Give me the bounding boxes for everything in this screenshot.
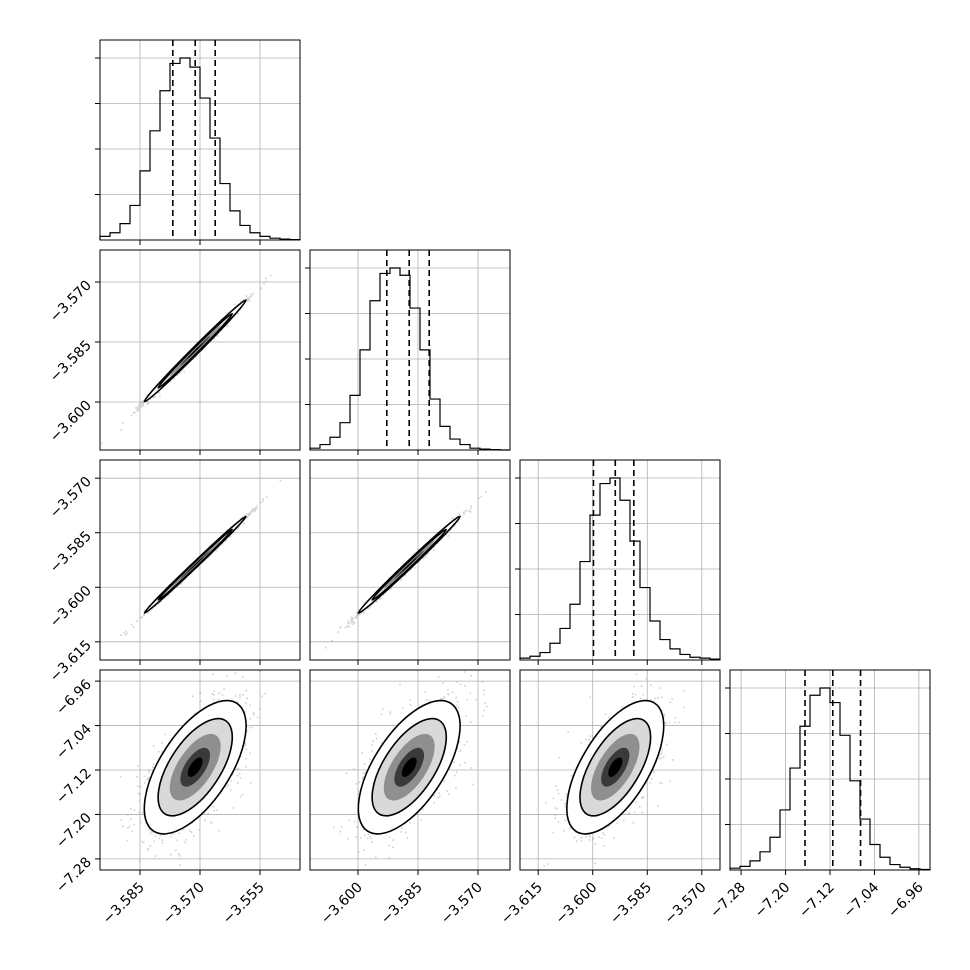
scatter-points (543, 673, 686, 867)
panel-frame (309, 459, 511, 661)
y-tick-label: −3.585 (47, 338, 95, 386)
hist-panel-0 (95, 39, 301, 245)
x-tick-label: −3.615 (498, 880, 546, 928)
x-tick-label: −3.600 (318, 880, 366, 928)
hist-panel-1 (305, 249, 511, 455)
density-contour-4 (187, 343, 203, 359)
y-tick-label: −3.570 (47, 278, 95, 326)
hist-panel-3: −7.28 −7.20 −7.12 −7.04 −6.96 (707, 669, 931, 922)
x-tick-label: −3.555 (220, 880, 268, 928)
x-tick-label: −7.28 (707, 880, 749, 922)
histogram-bars (99, 57, 301, 241)
scatter-panel-2-3: −3.615 −3.600 −3.585 −3.570 (498, 669, 721, 928)
scatter-panel-0-3: −6.96−7.04−7.12−7.20−7.28−3.585 −3.570 −3.… (53, 669, 301, 928)
y-tick-label: −7.12 (53, 766, 95, 808)
histogram-bars (519, 477, 721, 660)
y-tick-label: −3.585 (47, 528, 95, 576)
scatter-panel-1-3: −3.600 −3.585 −3.570 (309, 669, 511, 928)
panel-frame (519, 669, 721, 871)
x-tick-label: −3.570 (438, 880, 486, 928)
x-tick-label: −3.585 (100, 880, 148, 928)
scatter-points (120, 480, 282, 636)
x-tick-label: −7.12 (796, 880, 838, 922)
x-tick-label: −3.585 (607, 880, 655, 928)
density-contour-4 (401, 557, 417, 572)
scatter-panel-1-2 (309, 459, 511, 665)
x-tick-label: −3.585 (378, 880, 426, 928)
y-tick-label: −7.20 (53, 810, 95, 852)
density-contour-4 (608, 757, 623, 777)
density-contour-4 (401, 757, 417, 777)
scatter-points (333, 670, 488, 866)
scatter-panel-0-1: −3.570 −3.585 −3.600 (47, 249, 301, 455)
x-tick-label: −3.600 (553, 880, 601, 928)
x-tick-label: −7.04 (841, 879, 883, 921)
density-contour-4 (187, 757, 203, 777)
y-tick-label: −3.615 (47, 637, 95, 685)
y-tick-label: −7.28 (53, 854, 95, 896)
x-tick-label: −7.20 (752, 880, 794, 922)
panel-frame (309, 249, 511, 451)
density-contour-4 (187, 557, 203, 572)
x-tick-label: −6.96 (885, 879, 927, 921)
panel-frame (519, 459, 721, 661)
x-tick-label: −3.570 (160, 880, 208, 928)
panel-frame (309, 669, 511, 871)
scatter-panel-0-2: −3.570 −3.585 −3.600 −3.615 (47, 459, 301, 685)
y-tick-label: −3.600 (47, 398, 95, 446)
scatter-points (325, 491, 487, 649)
histogram-bars (729, 687, 931, 871)
y-tick-label: −3.600 (47, 583, 95, 631)
x-tick-label: −3.570 (662, 880, 710, 928)
y-tick-label: −7.04 (53, 721, 95, 763)
scatter-points (119, 670, 266, 866)
y-tick-label: −3.570 (47, 474, 95, 522)
scatter-points (101, 274, 272, 445)
hist-panel-2 (515, 459, 721, 665)
